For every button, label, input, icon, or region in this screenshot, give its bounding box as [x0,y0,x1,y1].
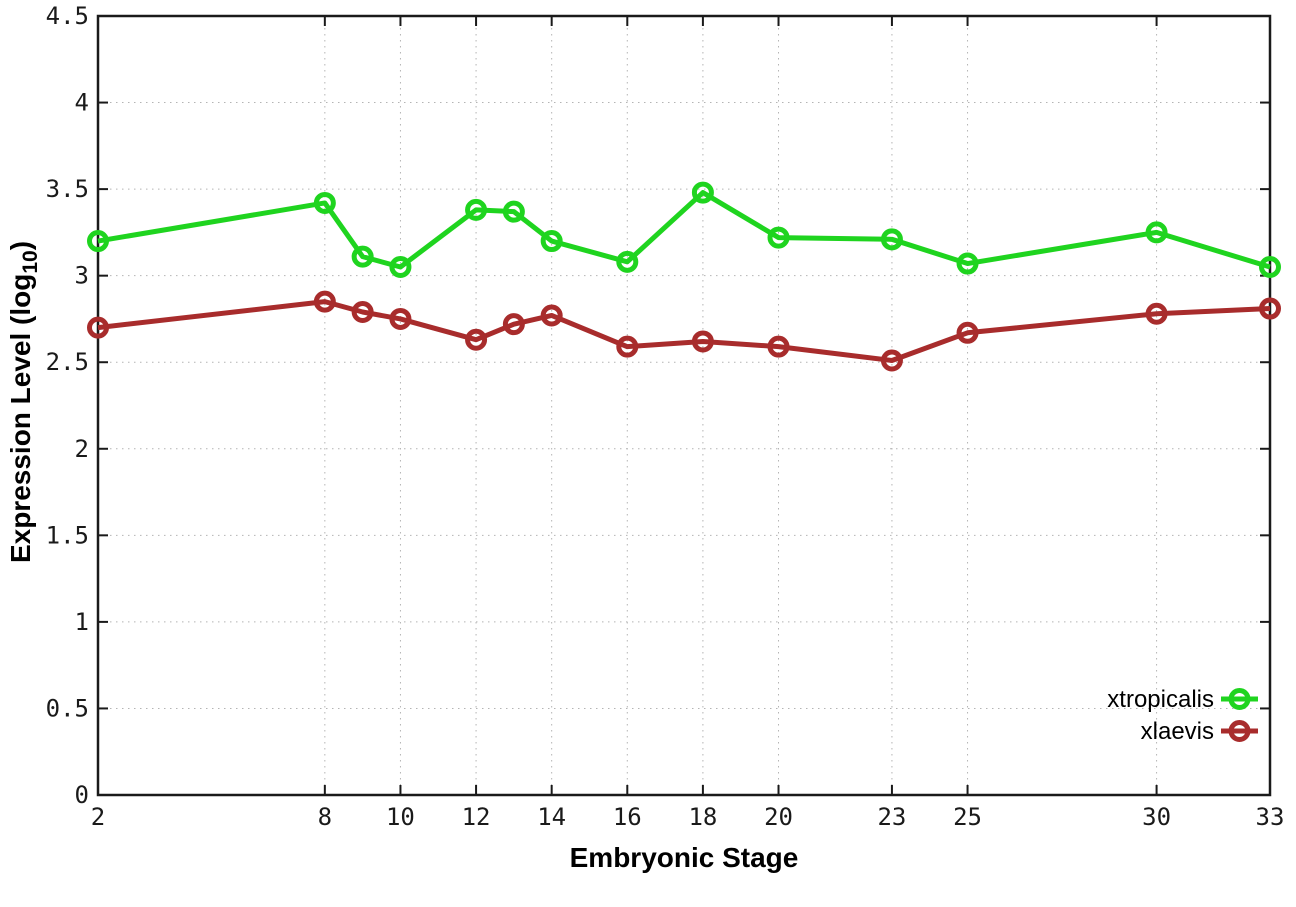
data-point-xtropicalis-18 [691,181,714,204]
legend-label-xlaevis: xlaevis [1141,718,1214,745]
x-tick-label: 14 [537,803,566,831]
x-tick-label: 16 [613,803,642,831]
data-point-xtropicalis-16 [616,250,639,273]
data-point-xlaevis-9 [351,301,374,324]
data-point-xtropicalis-12 [465,198,488,221]
y-axis-title: Expression Level (log10) [5,241,42,563]
data-point-xlaevis-10 [389,307,412,330]
x-tick-label: 2 [91,803,105,831]
data-point-xlaevis-14 [540,304,563,327]
data-point-xlaevis-33 [1259,297,1281,320]
x-tick-label: 23 [877,803,906,831]
data-point-xlaevis-16 [616,335,639,358]
data-point-xtropicalis-10 [389,256,412,279]
x-tick-label: 18 [688,803,717,831]
data-point-xlaevis-18 [691,330,714,353]
x-tick-label: 33 [1256,803,1285,831]
x-tick-label: 25 [953,803,982,831]
x-tick-label: 10 [386,803,415,831]
y-tick-label: 1.5 [46,521,89,549]
plot-frame [96,14,1272,797]
data-point-xtropicalis-20 [767,226,790,249]
y-tick-label: 2.5 [46,348,89,376]
data-point-xtropicalis-25 [956,252,979,275]
x-axis-title: Embryonic Stage [570,842,799,873]
x-tick-label: 20 [764,803,793,831]
y-tick-label: 4 [75,89,89,117]
data-point-xtropicalis-8 [313,191,336,214]
data-point-xtropicalis-14 [540,230,563,253]
data-point-xtropicalis-9 [351,245,374,268]
data-point-xtropicalis-30 [1145,221,1168,244]
x-tick-label: 30 [1142,803,1171,831]
data-point-xlaevis-20 [767,335,790,358]
y-tick-label: 1 [75,608,89,636]
data-point-xlaevis-23 [880,349,903,372]
data-point-xtropicalis-2 [87,230,109,253]
legend-label-xtropicalis: xtropicalis [1107,686,1214,713]
data-point-xtropicalis-33 [1259,256,1281,279]
data-point-xlaevis-30 [1145,302,1168,325]
legend-sample-marker-xlaevis [1228,720,1251,742]
data-point-xlaevis-2 [87,316,109,339]
data-point-xlaevis-12 [465,328,488,351]
y-tick-label: 3.5 [46,175,89,203]
y-tick-label: 2 [75,435,89,463]
y-tick-label: 0 [75,781,89,809]
data-point-xtropicalis-23 [880,228,903,251]
data-point-xlaevis-25 [956,321,979,344]
legend-sample-marker-xtropicalis [1228,688,1251,710]
data-point-xlaevis-13 [502,313,525,336]
y-tick-label: 3 [75,262,89,290]
y-tick-label: 0.5 [46,694,89,722]
x-tick-label: 8 [318,803,332,831]
data-point-xtropicalis-13 [502,200,525,223]
y-tick-label: 4.5 [46,2,89,30]
data-point-xlaevis-8 [313,290,336,313]
x-tick-label: 12 [462,803,491,831]
